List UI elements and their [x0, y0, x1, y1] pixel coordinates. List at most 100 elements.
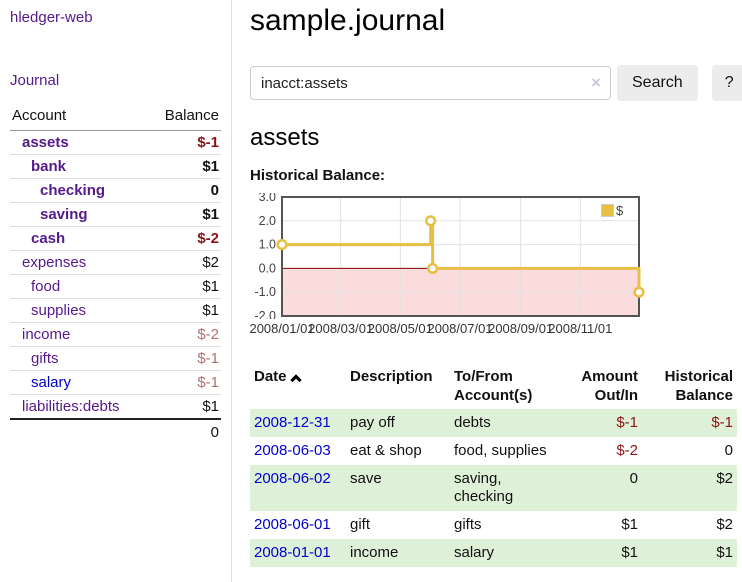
account-row: cash $-2	[10, 226, 221, 251]
transaction-amount: $-1	[616, 414, 638, 431]
transaction-accounts: food, supplies	[454, 442, 547, 459]
clear-search-icon[interactable]: ×	[591, 73, 601, 92]
y-axis-tick-label: -1.0	[254, 285, 276, 299]
register-col-date[interactable]: Date	[250, 365, 346, 409]
transaction-description: save	[350, 470, 382, 487]
transaction-row[interactable]: 2008-06-01 gift gifts $1 $2	[250, 511, 737, 539]
sidebar-item-journal[interactable]: Journal	[10, 72, 60, 89]
transaction-row[interactable]: 2008-12-31 pay off debts $-1 $-1	[250, 409, 737, 437]
account-heading: assets	[250, 124, 320, 151]
transaction-description: pay off	[350, 414, 395, 431]
x-axis-tick-label: 2008/01/01	[249, 321, 315, 336]
sidebar: hledger-web Journal Account Balance asse…	[0, 0, 232, 582]
transaction-date-cell: 2008-01-01	[250, 539, 346, 567]
transaction-amount: $-2	[616, 442, 638, 459]
account-balance: $-1	[149, 131, 221, 155]
balance-value: $-1	[197, 350, 219, 367]
transaction-balance: $2	[716, 470, 733, 487]
balance-value: $1	[202, 302, 219, 319]
x-axis-tick-label: 2008/03/01	[308, 321, 374, 336]
account-row: bank $1	[10, 154, 221, 179]
account-row: expenses $2	[10, 250, 221, 275]
register-table: Date Description To/From Account(s) Amou…	[250, 365, 737, 567]
account-cell: expenses	[10, 250, 149, 275]
register-col-balance: Historical Balance	[664, 368, 733, 404]
legend-series-swatch	[601, 204, 614, 217]
y-axis-tick-label: 3.0	[259, 193, 276, 204]
account-row: checking 0	[10, 178, 221, 203]
transaction-date-link[interactable]: 2008-06-02	[254, 470, 331, 487]
account-cell: assets	[10, 131, 149, 155]
account-balance: $-1	[148, 370, 221, 395]
transaction-balance: $2	[716, 516, 733, 533]
transaction-date-cell: 2008-06-01	[250, 511, 346, 539]
account-link-expenses[interactable]: expenses	[22, 254, 87, 271]
transaction-date-link[interactable]: 2008-06-01	[254, 516, 331, 533]
account-row: liabilities:debts $1	[10, 394, 221, 419]
search-form: × Search ?	[250, 65, 742, 101]
accounts-table: Account Balance assets $-1 bank $1 checking 0…	[10, 104, 221, 444]
transaction-row[interactable]: 2008-06-03 eat & shop food, supplies $-2 0	[250, 437, 737, 465]
account-link-cash[interactable]: cash	[31, 230, 66, 247]
account-link-income[interactable]: income	[22, 326, 71, 343]
account-row: salary $-1	[10, 370, 221, 395]
balance-value: $1	[202, 206, 219, 223]
transaction-date-cell: 2008-06-02	[250, 465, 346, 511]
account-link-liabilities-debts[interactable]: liabilities:debts	[22, 398, 120, 415]
transaction-date-link[interactable]: 2008-12-31	[254, 414, 331, 431]
app-title-link[interactable]: hledger-web	[10, 9, 93, 26]
accounts-total-row: 0	[10, 418, 221, 444]
transaction-accounts: gifts	[454, 516, 482, 533]
account-link-bank[interactable]: bank	[31, 158, 67, 175]
transaction-balance: $-1	[711, 414, 733, 431]
account-cell: gifts	[10, 346, 149, 371]
transaction-date-link[interactable]: 2008-01-01	[254, 544, 331, 561]
transaction-amount: $1	[621, 516, 638, 533]
help-button[interactable]: ?	[711, 65, 742, 101]
x-axis-tick-label: 2008/11/01	[548, 321, 613, 336]
balance-value: $-2	[197, 230, 219, 247]
account-cell: bank	[10, 154, 149, 179]
transaction-accounts: salary	[454, 544, 495, 561]
transaction-row[interactable]: 2008-01-01 income salary $1 $1	[250, 539, 737, 567]
search-input[interactable]	[250, 66, 611, 100]
account-link-checking[interactable]: checking	[40, 182, 106, 199]
chart-legend: $	[601, 203, 623, 218]
balance-value: $1	[202, 158, 219, 175]
account-link-assets[interactable]: assets	[22, 134, 69, 151]
balance-value: $1	[202, 398, 219, 415]
account-cell: cash	[10, 226, 149, 251]
transaction-amount: 0	[629, 470, 638, 487]
balance-value: 0	[210, 182, 219, 199]
account-link-food[interactable]: food	[31, 278, 61, 295]
y-axis-tick-label: 0.0	[259, 261, 276, 275]
transaction-date-cell: 2008-12-31	[250, 409, 346, 437]
register-col-amount: Amount Out/In	[581, 368, 638, 404]
accounts-col-account: Account	[10, 104, 149, 131]
account-link-salary[interactable]: salary	[31, 374, 72, 391]
legend-series-label: $	[616, 203, 624, 218]
account-balance: $2	[148, 250, 221, 275]
account-balance: $1	[148, 394, 221, 419]
page-title: sample.journal	[250, 4, 446, 37]
account-row: food $1	[10, 274, 221, 299]
account-balance: 0	[148, 178, 221, 203]
transaction-balance: 0	[724, 442, 733, 459]
transaction-accounts: debts	[454, 414, 491, 431]
balance-value: $-1	[197, 134, 219, 151]
balance-value: $-2	[197, 326, 219, 343]
account-row: gifts $-1	[10, 346, 221, 371]
account-cell: liabilities:debts	[10, 394, 149, 419]
account-link-saving[interactable]: saving	[40, 206, 88, 223]
search-button[interactable]: Search	[617, 65, 698, 101]
transaction-balance: $1	[716, 544, 733, 561]
account-balance: $-2	[148, 226, 221, 251]
balance-value: $-1	[197, 374, 219, 391]
transaction-row[interactable]: 2008-06-02 save saving, checking 0 $2	[250, 465, 737, 511]
account-link-supplies[interactable]: supplies	[31, 302, 87, 319]
transaction-date-link[interactable]: 2008-06-03	[254, 442, 331, 459]
transaction-description: income	[350, 544, 399, 561]
chart-title: Historical Balance:	[250, 167, 386, 184]
account-link-gifts[interactable]: gifts	[31, 350, 59, 367]
accounts-header-row: Account Balance	[10, 104, 221, 131]
